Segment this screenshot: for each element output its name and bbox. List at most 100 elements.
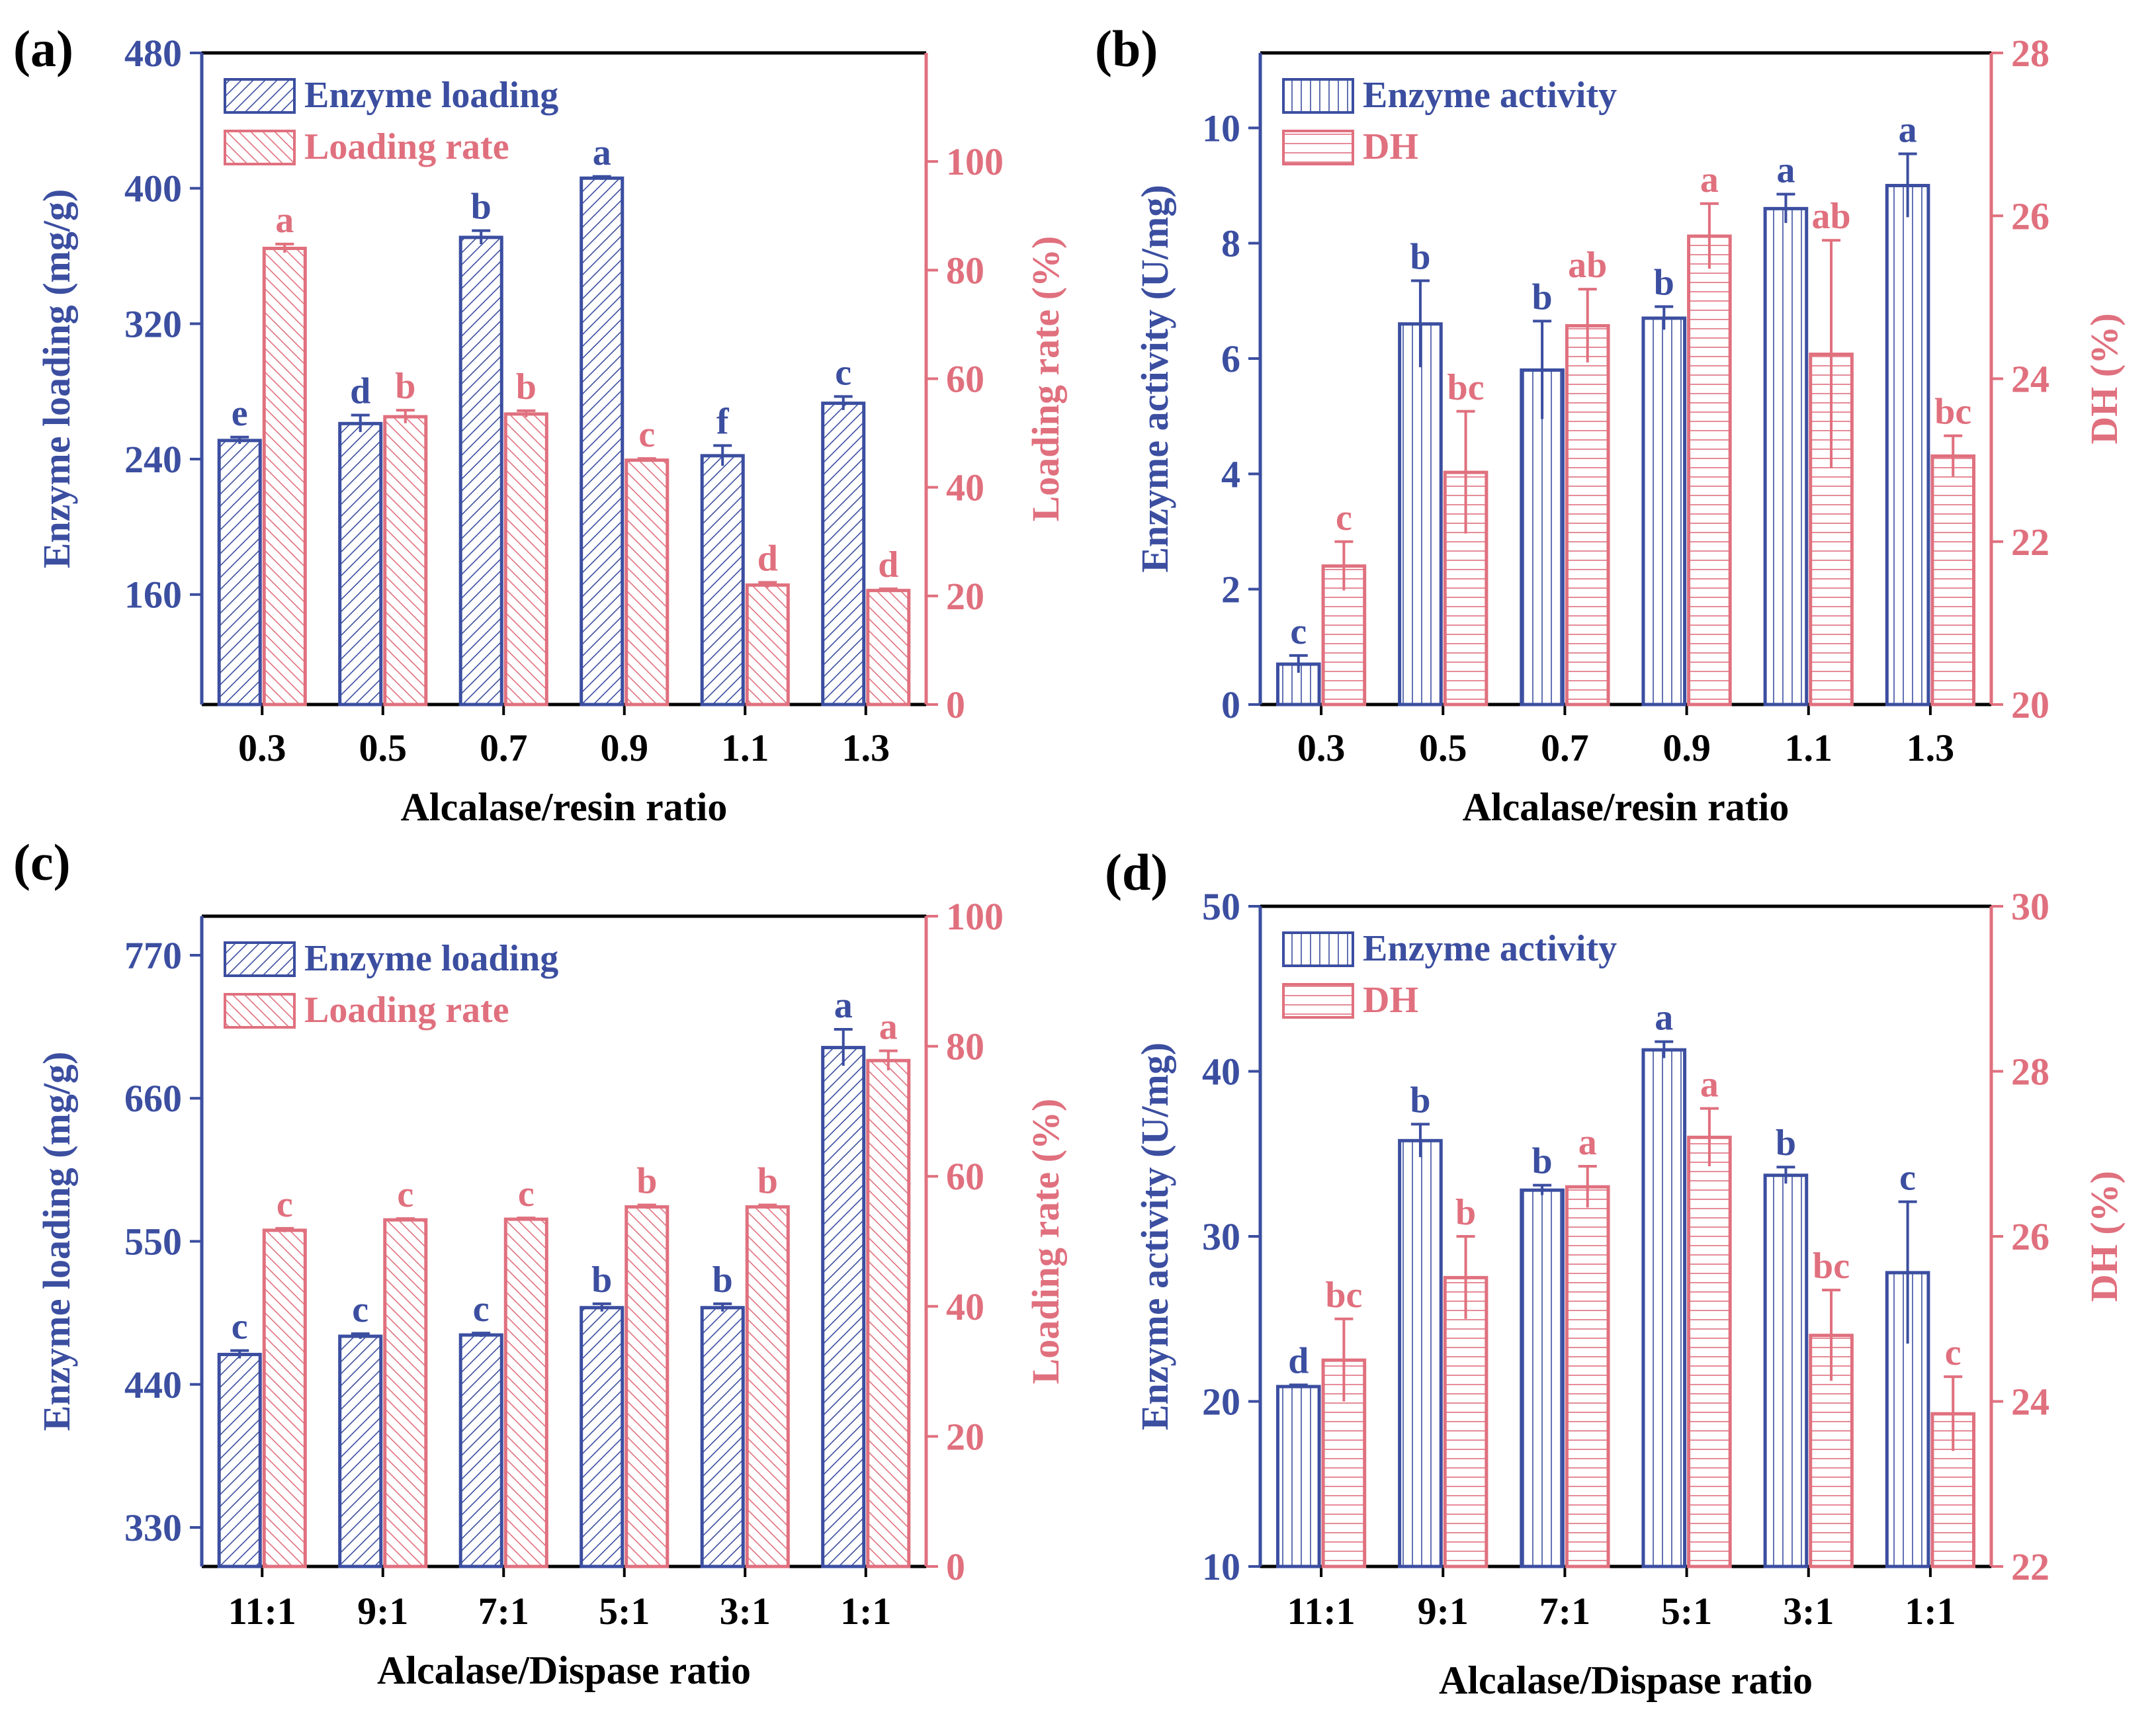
right-tick-label: 80 [946, 249, 984, 292]
right-tick-label: 24 [2011, 358, 2049, 401]
x-axis-title: Alcalase/resin ratio [1463, 785, 1789, 829]
significance-letter: f [716, 402, 730, 443]
panel-label: (a) [13, 20, 73, 77]
x-tick-label: 3:1 [720, 1590, 771, 1633]
x-tick-label: 0.3 [238, 726, 286, 769]
right-tick-label: 60 [946, 1155, 984, 1198]
significance-letter: a [879, 1006, 898, 1047]
legend-label: Loading rate [304, 990, 509, 1031]
right-axis-title: Loading rate (%) [1024, 1099, 1067, 1385]
bar-loading-rate [745, 583, 790, 706]
right-tick-label: 24 [2011, 1381, 2049, 1424]
x-tick-label: 9:1 [357, 1590, 408, 1633]
bar-enzyme-activity [1641, 1048, 1687, 1568]
panel-label: (c) [13, 834, 71, 891]
right-tick-label: 40 [946, 1285, 984, 1328]
left-tick-label: 480 [124, 32, 182, 75]
left-axis-title: Enzyme loading (mg/g) [35, 189, 78, 569]
left-tick-label: 8 [1221, 222, 1240, 265]
bar-enzyme-loading [821, 1046, 866, 1568]
significance-letter: c [835, 352, 851, 393]
bar-enzyme-activity [1641, 316, 1687, 706]
x-tick-label: 1.1 [721, 726, 769, 769]
significance-letter: b [1654, 263, 1674, 304]
bar-enzyme-activity [1520, 368, 1565, 706]
significance-letter: b [591, 1260, 612, 1301]
significance-letter: c [232, 1306, 248, 1348]
x-tick-label: 0.5 [359, 726, 408, 769]
significance-letter: a [834, 985, 853, 1026]
significance-letter: a [1700, 159, 1719, 200]
significance-letter: b [1776, 1123, 1796, 1164]
right-tick-label: 100 [946, 140, 1004, 183]
right-tick-label: 26 [2011, 1215, 2049, 1258]
right-tick-label: 28 [2011, 32, 2049, 75]
left-tick-label: 6 [1221, 337, 1240, 380]
left-tick-label: 550 [124, 1220, 182, 1263]
significance-letter: b [516, 366, 537, 407]
x-tick-label: 7:1 [478, 1590, 529, 1633]
x-axis-title: Alcalase/Dispase ratio [1439, 1658, 1813, 1702]
significance-letter: b [471, 187, 492, 228]
left-tick-label: 660 [124, 1077, 182, 1120]
legend-swatch [224, 130, 296, 165]
significance-letter: c [1336, 497, 1352, 538]
panel-label: (d) [1105, 843, 1168, 901]
legend-swatch [1282, 931, 1354, 967]
left-tick-label: 320 [124, 302, 182, 345]
x-axis-title: Alcalase/Dispase ratio [377, 1648, 751, 1692]
significance-letter: ab [1811, 196, 1850, 237]
significance-letter: b [1410, 1080, 1430, 1121]
x-tick-label: 11:1 [228, 1590, 296, 1633]
right-axis-title: DH (%) [2083, 1171, 2126, 1302]
right-tick-label: 100 [946, 895, 1004, 938]
bar-enzyme-activity [1885, 183, 1930, 706]
significance-letter: a [593, 132, 611, 173]
bar-enzyme-loading [338, 421, 383, 706]
significance-letter: b [1455, 1192, 1476, 1233]
bar-loading-rate [383, 1218, 428, 1568]
left-tick-label: 20 [1202, 1381, 1240, 1424]
left-tick-label: 40 [1202, 1050, 1240, 1093]
right-axis-title: DH (%) [2083, 313, 2126, 444]
bar-enzyme-activity [1398, 322, 1443, 706]
bar-enzyme-activity [1398, 1138, 1443, 1568]
bar-loading-rate [262, 1228, 307, 1568]
significance-letter: c [638, 414, 655, 455]
bar-loading-rate [262, 247, 307, 706]
left-axis-title: Enzyme activity (U/mg) [1133, 185, 1176, 572]
left-axis-title: Enzyme activity (U/mg) [1133, 1043, 1176, 1430]
panel-2: (c) 330 440 550 660 770 0 20 40 60 80 100 Enzyme loa… [13, 834, 1067, 1692]
legend-swatch [1282, 78, 1354, 114]
right-tick-label: 28 [2011, 1050, 2049, 1093]
right-tick-label: 0 [946, 683, 965, 726]
significance-letter: a [1578, 1122, 1597, 1163]
right-tick-label: 20 [946, 1415, 984, 1458]
right-tick-label: 80 [946, 1025, 984, 1068]
x-tick-label: 1:1 [1905, 1590, 1956, 1633]
legend-label: DH [1363, 980, 1418, 1021]
left-tick-label: 440 [124, 1363, 182, 1406]
bar-enzyme-loading [580, 1306, 625, 1568]
bar-enzyme-loading [821, 402, 866, 706]
left-tick-label: 30 [1202, 1215, 1240, 1258]
x-tick-label: 0.7 [480, 726, 528, 769]
significance-letter: d [350, 371, 370, 412]
right-tick-label: 20 [946, 575, 984, 618]
right-axis-title: Loading rate (%) [1024, 236, 1067, 522]
bar-enzyme-loading [217, 1353, 262, 1568]
left-tick-label: 10 [1202, 107, 1240, 150]
significance-letter: c [352, 1289, 368, 1330]
significance-letter: c [277, 1184, 293, 1225]
legend-label: Loading rate [304, 126, 509, 167]
x-tick-label: 11:1 [1287, 1590, 1356, 1633]
x-axis-title: Alcalase/resin ratio [401, 785, 728, 829]
bar-loading-rate [503, 412, 548, 706]
legend-label: DH [1363, 126, 1418, 167]
legend-label: Enzyme loading [304, 75, 558, 116]
left-tick-label: 400 [124, 167, 182, 210]
bar-enzyme-activity [1275, 1385, 1321, 1568]
left-tick-label: 160 [124, 574, 182, 617]
panel-label: (b) [1095, 20, 1158, 77]
